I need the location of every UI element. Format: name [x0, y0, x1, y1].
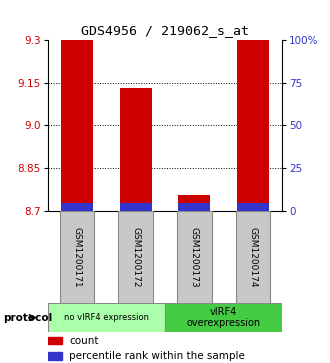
Bar [237, 40, 269, 211]
FancyBboxPatch shape [177, 211, 212, 303]
FancyBboxPatch shape [48, 303, 165, 332]
Bar [119, 88, 152, 211]
Bar [61, 40, 93, 211]
Bar [178, 195, 211, 211]
FancyBboxPatch shape [60, 211, 94, 303]
Text: GSM1200171: GSM1200171 [73, 227, 82, 287]
Bar [61, 203, 93, 211]
Text: vIRF4
overexpression: vIRF4 overexpression [186, 307, 261, 329]
Title: GDS4956 / 219062_s_at: GDS4956 / 219062_s_at [81, 24, 249, 37]
Bar [48, 337, 62, 344]
Text: percentile rank within the sample: percentile rank within the sample [69, 351, 245, 361]
Text: no vIRF4 expression: no vIRF4 expression [64, 313, 149, 322]
FancyBboxPatch shape [118, 211, 153, 303]
Text: GSM1200172: GSM1200172 [131, 227, 140, 287]
Bar [178, 203, 211, 211]
FancyBboxPatch shape [236, 211, 270, 303]
Bar [237, 203, 269, 211]
Text: count: count [69, 336, 98, 346]
Bar [48, 352, 62, 360]
FancyBboxPatch shape [165, 303, 282, 332]
Text: GSM1200174: GSM1200174 [248, 227, 257, 287]
Text: GSM1200173: GSM1200173 [190, 227, 199, 287]
Bar [119, 203, 152, 211]
Text: protocol: protocol [3, 313, 52, 323]
